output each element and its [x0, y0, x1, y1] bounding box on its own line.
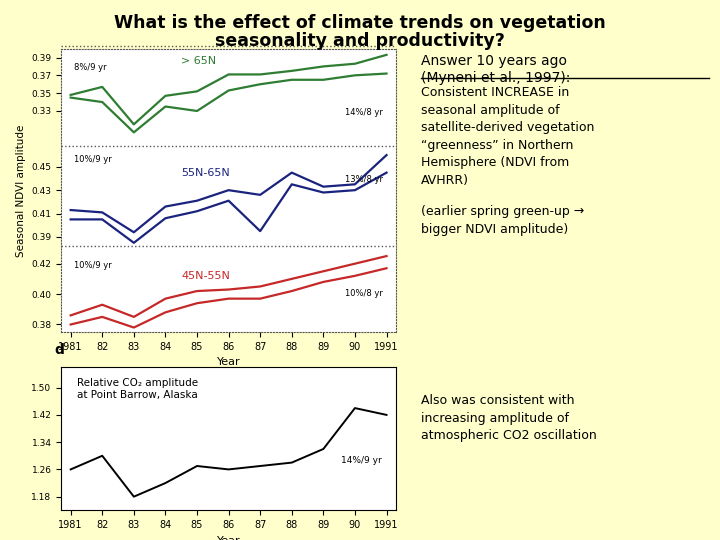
- Text: seasonality and productivity?: seasonality and productivity?: [215, 32, 505, 50]
- Text: 45N-55N: 45N-55N: [181, 271, 230, 281]
- Text: Answer 10 years ago: Answer 10 years ago: [421, 54, 567, 68]
- Text: 13%/8 yr: 13%/8 yr: [346, 175, 383, 184]
- Text: 14%/9 yr: 14%/9 yr: [341, 456, 382, 464]
- Text: at Point Barrow, Alaska: at Point Barrow, Alaska: [77, 390, 198, 400]
- Text: > 65N: > 65N: [181, 56, 216, 66]
- X-axis label: Year: Year: [217, 536, 240, 540]
- Text: d: d: [54, 343, 64, 357]
- Text: 10%/8 yr: 10%/8 yr: [346, 289, 383, 298]
- Text: 10%/9 yr: 10%/9 yr: [74, 155, 112, 164]
- Text: 8%/9 yr: 8%/9 yr: [74, 63, 107, 72]
- Text: Relative CO₂ amplitude: Relative CO₂ amplitude: [77, 378, 198, 388]
- Y-axis label: Seasonal NDVI amplitude: Seasonal NDVI amplitude: [16, 124, 26, 256]
- Text: What is the effect of climate trends on vegetation: What is the effect of climate trends on …: [114, 14, 606, 31]
- Text: (Myneni et al., 1997):: (Myneni et al., 1997):: [421, 71, 570, 85]
- Text: 10%/9 yr: 10%/9 yr: [74, 261, 112, 269]
- Text: 14%/8 yr: 14%/8 yr: [346, 108, 383, 117]
- Text: Consistent INCREASE in
seasonal amplitude of
satellite-derived vegetation
“green: Consistent INCREASE in seasonal amplitud…: [421, 86, 595, 187]
- Text: 55N-65N: 55N-65N: [181, 168, 230, 178]
- Text: Also was consistent with
increasing amplitude of
atmospheric CO2 oscillation: Also was consistent with increasing ampl…: [421, 394, 597, 442]
- Text: (earlier spring green-up →
bigger NDVI amplitude): (earlier spring green-up → bigger NDVI a…: [421, 205, 585, 235]
- X-axis label: Year: Year: [217, 357, 240, 367]
